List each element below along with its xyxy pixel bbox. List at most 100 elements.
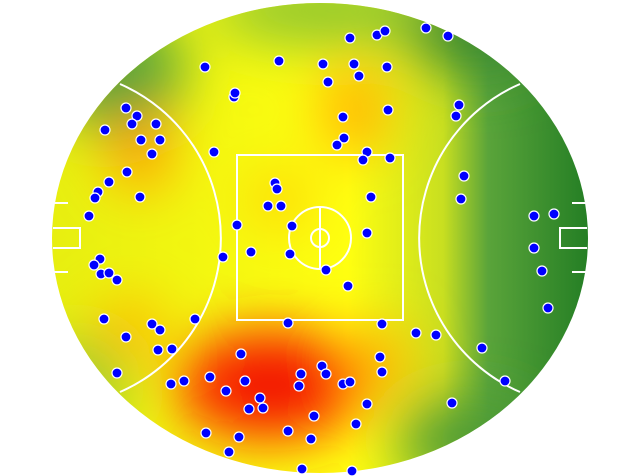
point xyxy=(98,313,110,325)
points xyxy=(83,22,560,476)
point xyxy=(410,327,422,339)
point xyxy=(220,385,232,397)
point xyxy=(344,376,356,388)
point xyxy=(282,317,294,329)
point xyxy=(353,70,365,82)
point xyxy=(476,342,488,354)
point xyxy=(135,134,147,146)
point xyxy=(111,274,123,286)
point xyxy=(150,118,162,130)
point xyxy=(374,351,386,363)
point xyxy=(536,265,548,277)
point xyxy=(166,343,178,355)
point xyxy=(344,32,356,44)
point xyxy=(223,446,235,458)
point xyxy=(254,392,266,404)
point xyxy=(357,154,369,166)
point xyxy=(528,242,540,254)
heatmap xyxy=(52,3,588,473)
point xyxy=(528,210,540,222)
point xyxy=(337,111,349,123)
point xyxy=(342,280,354,292)
point xyxy=(450,110,462,122)
point xyxy=(121,166,133,178)
point xyxy=(103,267,115,279)
point xyxy=(455,193,467,205)
point xyxy=(131,110,143,122)
point xyxy=(120,102,132,114)
point xyxy=(365,191,377,203)
point xyxy=(284,248,296,260)
point xyxy=(120,331,132,343)
point xyxy=(499,375,511,387)
point xyxy=(376,318,388,330)
point xyxy=(379,25,391,37)
point xyxy=(286,220,298,232)
point xyxy=(295,368,307,380)
point xyxy=(199,61,211,73)
point xyxy=(83,210,95,222)
point xyxy=(275,200,287,212)
point xyxy=(282,425,294,437)
point xyxy=(99,124,111,136)
point xyxy=(146,148,158,160)
point xyxy=(200,427,212,439)
field-markings xyxy=(53,83,587,393)
point xyxy=(446,397,458,409)
point xyxy=(361,227,373,239)
point xyxy=(320,368,332,380)
point xyxy=(317,58,329,70)
point xyxy=(111,367,123,379)
point xyxy=(320,264,332,276)
point xyxy=(442,30,454,42)
point xyxy=(322,76,334,88)
point xyxy=(243,403,255,415)
point xyxy=(350,418,362,430)
point xyxy=(257,402,269,414)
point xyxy=(245,246,257,258)
point xyxy=(126,118,138,130)
point xyxy=(346,465,358,476)
point xyxy=(453,99,465,111)
point xyxy=(273,55,285,67)
point xyxy=(89,192,101,204)
point xyxy=(293,380,305,392)
point xyxy=(233,431,245,443)
point xyxy=(361,398,373,410)
point xyxy=(420,22,432,34)
point xyxy=(331,139,343,151)
point xyxy=(204,371,216,383)
point xyxy=(239,375,251,387)
point xyxy=(231,219,243,231)
point xyxy=(271,183,283,195)
point xyxy=(548,208,560,220)
point xyxy=(542,302,554,314)
point xyxy=(154,324,166,336)
point xyxy=(235,348,247,360)
point xyxy=(154,134,166,146)
point xyxy=(217,251,229,263)
point xyxy=(103,176,115,188)
point xyxy=(348,58,360,70)
point xyxy=(134,191,146,203)
point xyxy=(189,313,201,325)
point xyxy=(376,366,388,378)
point xyxy=(146,318,158,330)
point xyxy=(458,170,470,182)
point xyxy=(208,146,220,158)
point xyxy=(384,152,396,164)
point xyxy=(430,329,442,341)
point xyxy=(296,463,308,475)
point xyxy=(308,410,320,422)
point xyxy=(338,132,350,144)
point xyxy=(165,378,177,390)
point xyxy=(262,200,274,212)
point xyxy=(305,433,317,445)
point xyxy=(152,344,164,356)
point xyxy=(229,87,241,99)
point xyxy=(88,259,100,271)
point xyxy=(381,61,393,73)
point xyxy=(382,104,394,116)
point xyxy=(178,375,190,387)
